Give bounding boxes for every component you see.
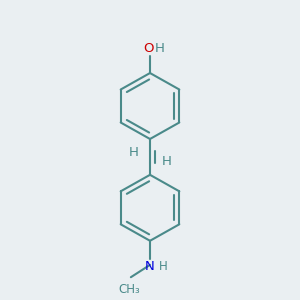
Text: H: H — [129, 146, 139, 159]
Text: H: H — [159, 260, 168, 273]
Text: O: O — [143, 42, 154, 55]
Text: CH₃: CH₃ — [118, 283, 140, 296]
Text: H: H — [161, 155, 171, 168]
Text: N: N — [145, 260, 155, 273]
Text: H: H — [154, 42, 164, 55]
